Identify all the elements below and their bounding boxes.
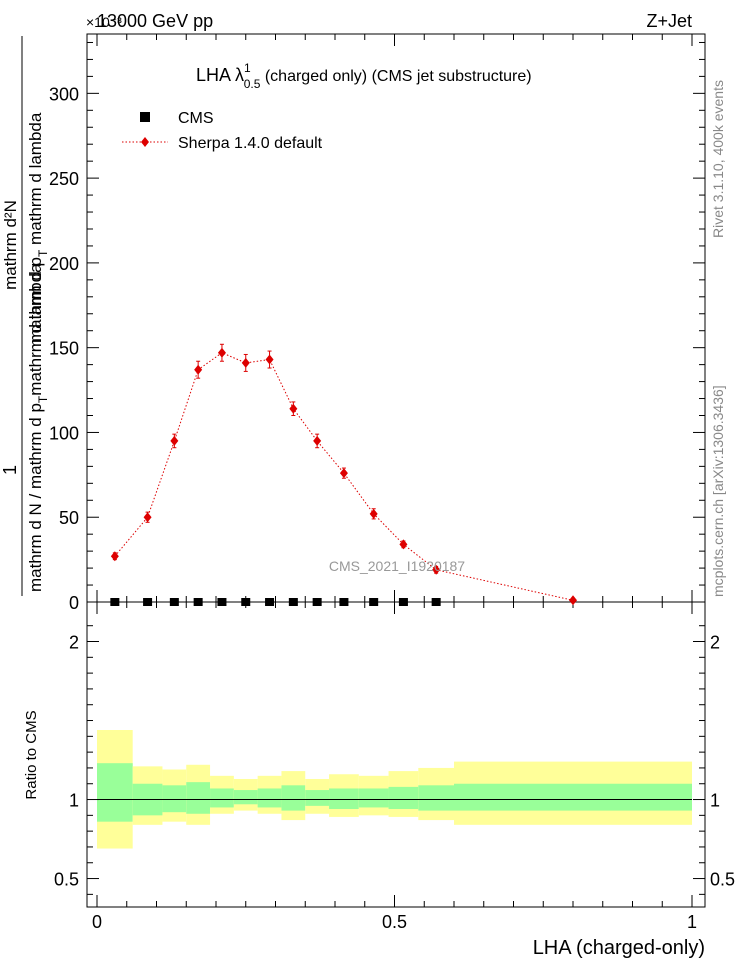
main-y-tick-label: 100	[49, 423, 79, 443]
sherpa-data-point	[369, 508, 378, 519]
y-label-top-numerator: mathrm d²N	[1, 200, 20, 290]
cms-data-point	[339, 598, 349, 606]
y-label-top-denominator: mathrm d pT mathrm d lambda	[26, 112, 50, 343]
sherpa-data-point	[217, 347, 226, 358]
header-right: Z+Jet	[646, 11, 692, 31]
header-left: 13000 GeV pp	[97, 11, 213, 31]
y-label-den-part1: mathrm d N / mathrm d p	[26, 403, 45, 592]
ratio-inner-band-bin	[305, 790, 330, 806]
sherpa-data-point	[399, 539, 408, 550]
cms-data-point	[288, 598, 298, 606]
ratio-inner-band-bin	[162, 785, 187, 813]
cms-data-point	[193, 598, 203, 606]
ratio-inner-band-bin	[281, 785, 306, 811]
ratio-inner-band-bin	[388, 786, 419, 810]
x-axis: 0 0.5 1	[92, 34, 697, 932]
ratio-inner-band-bin	[418, 785, 454, 811]
ratio-y-axis: 0.5 0.5 1 1 2 2	[54, 625, 735, 895]
sherpa-series	[110, 343, 577, 606]
sherpa-data-point	[110, 551, 119, 562]
ratio-bands	[97, 730, 692, 849]
y-label-den-sub: T	[36, 395, 50, 403]
plot-title-rest: (charged only) (CMS jet substructure)	[260, 68, 531, 85]
plot-title-main: LHA λ	[196, 65, 244, 85]
mcplots-label: mcplots.cern.ch [arXiv:1306.3436]	[710, 385, 726, 597]
rivet-label: Rivet 3.1.10, 400k events	[710, 80, 726, 238]
plot-title: LHA λ1 0.5 (charged only) (CMS jet substr…	[196, 61, 532, 91]
main-y-tick-label: 200	[49, 254, 79, 274]
sherpa-data-point	[432, 564, 441, 575]
cms-data-point	[217, 598, 227, 606]
sherpa-data-point	[313, 435, 322, 446]
cms-data-point	[431, 598, 441, 606]
ratio-y-tick-label-right: 0.5	[710, 870, 735, 890]
sherpa-data-point	[194, 364, 203, 375]
sherpa-data-point	[339, 468, 348, 479]
ratio-inner-band-bin	[97, 763, 133, 822]
ratio-y-tick-label-right: 2	[710, 633, 720, 653]
y-label-denominator: mathrm d N / mathrm d pTmathrm d lambda	[26, 263, 50, 592]
sherpa-data-point	[170, 435, 179, 446]
plot-title-sup: 1	[244, 61, 251, 75]
ratio-inner-band-bin	[210, 788, 234, 808]
ratio-y-tick-label: 0.5	[54, 870, 79, 890]
cms-series	[110, 598, 441, 606]
cms-data-point	[312, 598, 322, 606]
cms-data-point	[265, 598, 275, 606]
ratio-y-tick-label-right: 1	[710, 791, 720, 811]
legend-sherpa-label: Sherpa 1.4.0 default	[178, 135, 323, 152]
y-label-top-den-part2: mathrm d lambda	[26, 112, 45, 250]
cms-data-point	[398, 598, 408, 606]
ratio-plot-frame	[86, 601, 706, 908]
main-y-tick-label: 150	[49, 339, 79, 359]
x-tick-label: 0	[92, 912, 102, 932]
x-axis-label: LHA (charged-only)	[533, 937, 705, 959]
ratio-y-tick-label: 2	[69, 633, 79, 653]
y-label-top-den-part1: mathrm d p	[26, 257, 45, 343]
legend-cms-marker	[140, 112, 150, 122]
y-label-den-part2: mathrm d lambda	[26, 263, 45, 396]
sherpa-line	[114, 352, 574, 601]
legend-cms-label: CMS	[178, 110, 214, 127]
sherpa-data-point	[289, 403, 298, 414]
ratio-inner-band-bin	[454, 783, 692, 811]
plot-title-sub: 0.5	[244, 77, 261, 91]
main-y-tick-label: 300	[49, 84, 79, 104]
cms-data-point	[169, 598, 179, 606]
main-y-axis: 0 50 100 150 200 250 300	[49, 41, 705, 613]
ratio-inner-band-bin	[257, 788, 282, 808]
legend-sherpa-marker	[141, 137, 149, 147]
main-y-tick-label: 250	[49, 169, 79, 189]
ratio-inner-band-bin	[358, 788, 389, 808]
main-y-tick-label: 0	[69, 593, 79, 613]
ratio-inner-band-bin	[186, 782, 211, 814]
x-tick-label: 1	[687, 912, 697, 932]
cms-data-point	[110, 598, 120, 606]
ratio-inner-band-bin	[233, 790, 258, 805]
sherpa-data-point	[241, 357, 250, 368]
ratio-y-tick-label: 1	[69, 791, 79, 811]
cms-data-point	[369, 598, 379, 606]
ratio-y-label: Ratio to CMS	[23, 710, 40, 799]
x-tick-label: 0.5	[382, 912, 407, 932]
y-label-numerator: 1	[0, 465, 20, 475]
y-exponent: ×10⁻³	[86, 14, 122, 30]
y-label-top-den-sub: T	[36, 249, 50, 257]
sherpa-data-point	[143, 512, 152, 523]
ratio-inner-band-bin	[329, 788, 359, 810]
analysis-watermark: CMS_2021_I1920187	[329, 558, 465, 574]
cms-data-point	[241, 598, 251, 606]
sherpa-data-point	[569, 595, 577, 606]
main-y-tick-label: 50	[59, 508, 79, 528]
cms-data-point	[143, 598, 153, 606]
sherpa-data-point	[265, 354, 274, 365]
